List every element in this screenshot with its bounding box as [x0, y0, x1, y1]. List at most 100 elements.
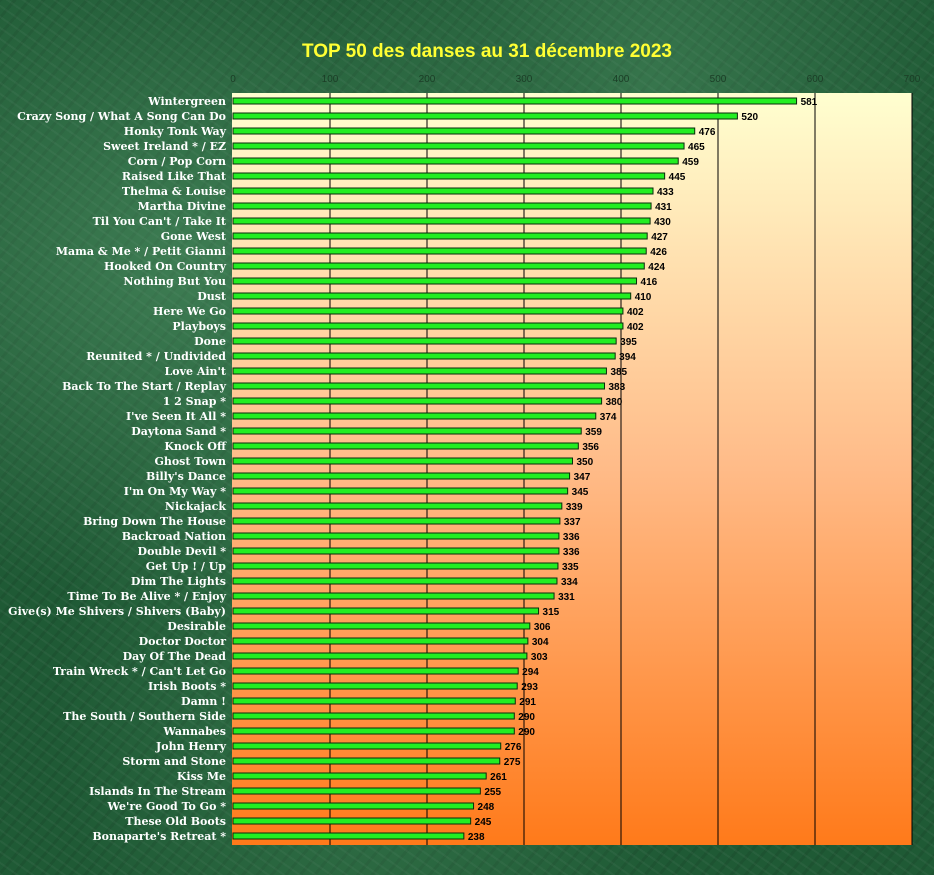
- bar: [232, 127, 696, 135]
- category-label: Daytona Sand *: [131, 425, 226, 438]
- data-label: 581: [801, 97, 818, 108]
- data-label: 255: [484, 787, 501, 798]
- data-label: 476: [699, 127, 716, 138]
- category-label: Dim The Lights: [131, 575, 226, 588]
- bar: [232, 157, 679, 165]
- data-label: 426: [650, 247, 667, 258]
- category-label: Billy's Dance: [146, 470, 226, 483]
- data-label: 315: [543, 607, 560, 618]
- category-label: Honky Tonk Way: [124, 125, 227, 138]
- bar: [232, 352, 616, 360]
- bar: [232, 577, 558, 585]
- data-label: 335: [562, 562, 579, 573]
- category-label: The South / Southern Side: [63, 710, 226, 723]
- bar: [232, 367, 607, 375]
- bar: [232, 112, 738, 120]
- data-label: 331: [558, 592, 575, 603]
- category-label: Get Up ! / Up: [146, 560, 227, 573]
- category-label: Double Devil *: [138, 545, 227, 558]
- bar: [232, 817, 472, 825]
- data-label: 238: [468, 832, 485, 843]
- data-label: 427: [651, 232, 668, 243]
- data-label: 291: [519, 697, 536, 708]
- bar: [232, 97, 798, 105]
- x-tick-label: 200: [419, 74, 436, 85]
- bar: [232, 187, 654, 195]
- chart-title: TOP 50 des danses au 31 décembre 2023: [302, 41, 672, 62]
- category-label: John Henry: [155, 740, 227, 753]
- data-label: 395: [620, 337, 637, 348]
- data-label: 350: [577, 457, 594, 468]
- category-label: We're Good To Go *: [107, 800, 227, 813]
- bar: [232, 787, 481, 795]
- category-label: Reunited * / Undivided: [86, 350, 226, 363]
- data-label: 290: [518, 727, 535, 738]
- data-label: 294: [522, 667, 539, 678]
- category-label: Here We Go: [153, 305, 226, 318]
- category-label: Bring Down The House: [83, 515, 226, 528]
- category-label: Done: [194, 335, 226, 348]
- category-label: Time To Be Alive * / Enjoy: [67, 590, 226, 603]
- category-label: Love Ain't: [165, 365, 227, 378]
- bar: [232, 232, 648, 240]
- data-label: 445: [669, 172, 686, 183]
- category-label: Nickajack: [165, 500, 226, 513]
- bar: [232, 757, 501, 765]
- category-label: 1 2 Snap *: [163, 395, 227, 408]
- category-label: Kiss Me: [177, 770, 226, 783]
- x-tick-label: 400: [613, 74, 630, 85]
- data-label: 402: [627, 307, 644, 318]
- category-label: Desirable: [167, 620, 226, 633]
- data-label: 276: [505, 742, 522, 753]
- bar: [232, 337, 617, 345]
- bar: [232, 412, 597, 420]
- data-label: 410: [635, 292, 652, 303]
- bar: [232, 562, 559, 570]
- x-tick-label: 500: [710, 74, 727, 85]
- data-label: 431: [655, 202, 672, 213]
- bar: [232, 622, 531, 630]
- category-label: Dust: [197, 290, 227, 303]
- bar: [232, 172, 666, 180]
- category-label: Martha Divine: [138, 200, 226, 213]
- bar: [232, 682, 518, 690]
- data-label: 385: [610, 367, 627, 378]
- category-label: Crazy Song / What A Song Can Do: [17, 110, 226, 123]
- bar: [232, 532, 560, 540]
- data-label: 374: [600, 412, 617, 423]
- category-label: Sweet Ireland * / EZ: [103, 140, 226, 153]
- bar: [232, 592, 555, 600]
- data-label: 275: [504, 757, 521, 768]
- bar: [232, 607, 540, 615]
- data-label: 394: [619, 352, 636, 363]
- bar: [232, 382, 606, 390]
- bar: [232, 502, 563, 510]
- data-label: 306: [534, 622, 551, 633]
- data-label: 261: [490, 772, 507, 783]
- bar: [232, 322, 624, 330]
- data-label: 334: [561, 577, 578, 588]
- x-tick-label: 700: [904, 74, 921, 85]
- category-label: Hooked On Country: [104, 260, 227, 273]
- data-label: 248: [478, 802, 495, 813]
- x-tick-label: 0: [230, 74, 236, 85]
- bar: [232, 697, 516, 705]
- bar: [232, 262, 645, 270]
- bar: [232, 772, 487, 780]
- bar: [232, 307, 624, 315]
- category-label: Knock Off: [164, 440, 227, 453]
- bar: [232, 832, 465, 840]
- data-label: 416: [641, 277, 658, 288]
- category-label: I've Seen It All *: [126, 410, 226, 423]
- category-label: Give(s) Me Shivers / Shivers (Baby): [8, 605, 226, 618]
- data-label: 433: [657, 187, 674, 198]
- category-label: I'm On My Way *: [124, 485, 227, 498]
- data-label: 356: [582, 442, 599, 453]
- data-label: 465: [688, 142, 705, 153]
- category-label: Back To The Start / Replay: [62, 380, 227, 393]
- category-label: Irish Boots *: [148, 680, 226, 693]
- category-label: Corn / Pop Corn: [128, 155, 226, 168]
- data-label: 336: [563, 547, 580, 558]
- bar: [232, 427, 582, 435]
